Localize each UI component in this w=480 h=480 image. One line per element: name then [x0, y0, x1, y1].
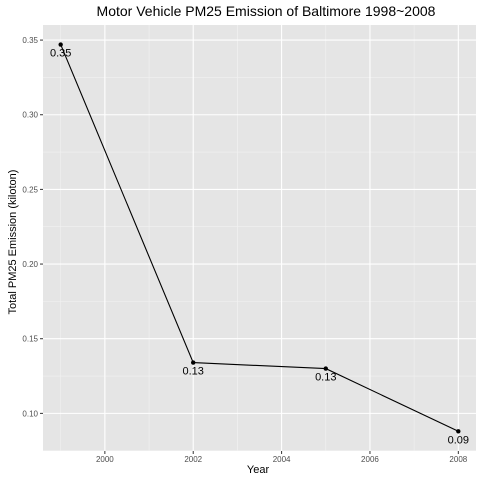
- data-label: 0.09: [448, 434, 469, 446]
- plot-panel: [43, 25, 476, 451]
- data-label: 0.13: [183, 366, 204, 378]
- data-label: 0.35: [50, 48, 71, 60]
- y-axis-title: Total PM25 Emission (kiloton): [7, 170, 19, 315]
- y-tick-label: 0.35: [22, 36, 38, 45]
- data-point: [456, 429, 461, 434]
- x-tick-label: 2004: [273, 455, 291, 464]
- y-axis-ticks: 0.10 0.15 0.20 0.25 0.30 0.35: [22, 36, 43, 418]
- data-point: [58, 42, 63, 47]
- data-points: [58, 42, 461, 434]
- x-tick-label: 2006: [361, 455, 379, 464]
- y-tick-label: 0.25: [22, 185, 38, 194]
- chart-title: Motor Vehicle PM25 Emission of Baltimore…: [97, 3, 436, 19]
- data-point: [323, 366, 328, 371]
- major-gridlines: [43, 25, 476, 451]
- series-line: [60, 44, 459, 432]
- y-tick-label: 0.15: [22, 335, 38, 344]
- x-axis-title: Year: [247, 464, 270, 476]
- x-axis-ticks: 2000 2002 2004 2006 2008: [96, 451, 468, 464]
- data-labels: 0.35 0.13 0.13 0.09: [50, 48, 469, 447]
- data-label: 0.13: [315, 372, 336, 384]
- minor-gridlines: [43, 25, 476, 452]
- y-tick-label: 0.30: [22, 111, 38, 120]
- data-point: [191, 360, 196, 365]
- x-tick-label: 2002: [184, 455, 202, 464]
- y-tick-label: 0.20: [22, 260, 38, 269]
- x-tick-label: 2008: [449, 455, 467, 464]
- y-tick-label: 0.10: [22, 409, 38, 418]
- x-tick-label: 2000: [96, 455, 114, 464]
